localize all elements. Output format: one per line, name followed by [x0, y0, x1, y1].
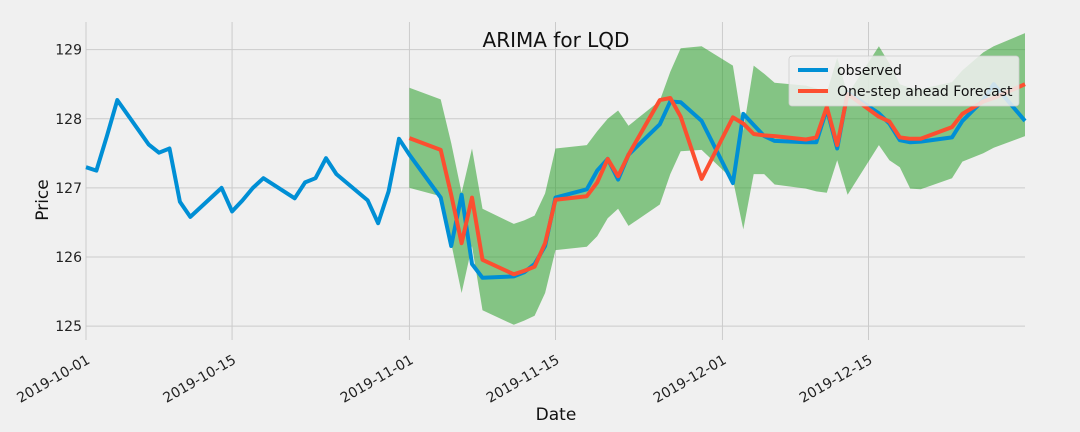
legend-box: [788, 55, 1020, 107]
y-axis-label: Price: [33, 179, 53, 220]
legend-label-observed: observed: [837, 63, 902, 79]
y-tick-label: 126: [55, 250, 82, 266]
chart-title: ARIMA for LQD: [483, 28, 630, 52]
x-tick-label: 2019-11-01: [338, 352, 416, 407]
legend-label-forecast: One-step ahead Forecast: [837, 84, 1013, 100]
x-tick-label: 2019-10-01: [14, 352, 92, 407]
x-tick-label: 2019-10-15: [160, 352, 238, 407]
x-tick-label: 2019-12-01: [651, 352, 729, 407]
y-tick-label: 125: [55, 319, 82, 335]
x-axis-label: Date: [536, 405, 577, 425]
x-tick-label: 2019-11-15: [484, 352, 562, 407]
legend: observed One-step ahead Forecast: [788, 55, 1020, 107]
x-tick-labels: 2019-10-01 2019-10-15 2019-11-01 2019-11-15…: [14, 352, 875, 407]
y-tick-label: 129: [55, 43, 82, 59]
y-tick-labels: 125 126 127 128 129: [55, 43, 82, 336]
y-tick-label: 128: [55, 112, 82, 128]
series-layer: [85, 82, 1027, 280]
forecast-line: [408, 82, 1026, 277]
x-tick-label: 2019-12-15: [797, 352, 875, 407]
y-tick-label: 127: [55, 181, 82, 197]
